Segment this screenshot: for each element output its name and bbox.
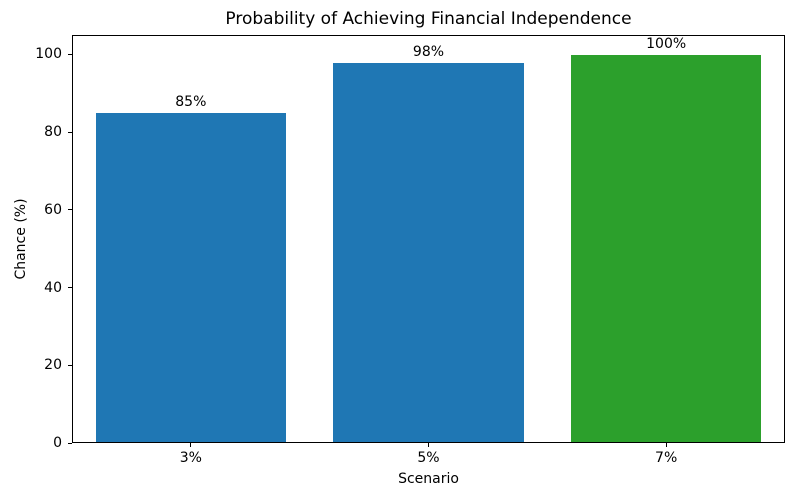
- bar-value-label: 98%: [412, 44, 445, 61]
- bar-7%: [571, 55, 762, 442]
- y-tick-mark: [68, 53, 72, 55]
- x-tick-mark: [190, 443, 192, 447]
- y-tick-label: 100: [35, 46, 62, 63]
- y-tick-mark: [68, 364, 72, 366]
- x-tick-mark: [665, 443, 667, 447]
- x-axis-label: Scenario: [398, 471, 459, 487]
- bar-value-label: 100%: [646, 36, 687, 53]
- x-tick-label: 7%: [655, 450, 678, 466]
- x-tick-label: 5%: [417, 450, 440, 466]
- y-tick-mark: [68, 131, 72, 133]
- x-tick-label: 3%: [179, 450, 202, 466]
- y-tick-label: 0: [53, 435, 62, 451]
- plot-area: 85% 98% 100%: [72, 35, 785, 443]
- y-tick-label: 80: [44, 124, 62, 141]
- y-tick-mark: [68, 209, 72, 211]
- y-tick-label: 20: [44, 357, 62, 374]
- y-tick-mark: [68, 442, 72, 444]
- bar-3%: [95, 113, 286, 442]
- bar-5%: [333, 63, 524, 442]
- bar-value-label: 85%: [175, 94, 207, 111]
- y-tick-mark: [68, 287, 72, 289]
- chart-title: Probability of Achieving Financial Indep…: [225, 9, 632, 29]
- x-tick-mark: [428, 443, 429, 447]
- y-tick-label: 60: [44, 201, 62, 218]
- y-tick-label: 40: [44, 279, 62, 296]
